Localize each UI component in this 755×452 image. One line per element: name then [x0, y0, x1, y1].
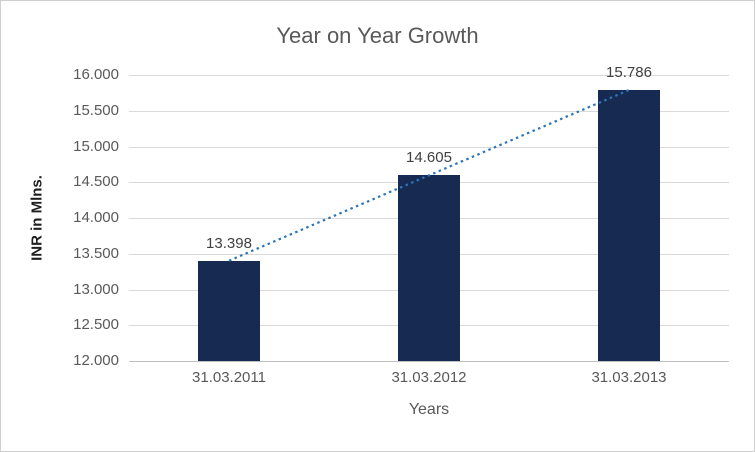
- y-tick-label: 16.000: [73, 66, 119, 83]
- y-tick-label: 15.500: [73, 102, 119, 119]
- y-tick-label: 12.000: [73, 352, 119, 369]
- gridline: [129, 147, 729, 148]
- x-tick-label: 31.03.2012: [391, 369, 467, 386]
- bar-data-label: 13.398: [206, 235, 252, 252]
- y-axis-title: INR in Mlns.: [28, 175, 46, 261]
- bar: [198, 261, 260, 361]
- x-tick-label: 31.03.2011: [192, 369, 266, 386]
- bar: [598, 90, 660, 361]
- bar-data-label: 15.786: [606, 64, 652, 81]
- y-tick-label: 14.000: [73, 209, 119, 226]
- y-tick-label: 13.000: [73, 281, 119, 298]
- x-tick-label: 31.03.2013: [591, 369, 667, 386]
- plot-area: 13.398 14.605 15.786: [129, 64, 729, 362]
- trendline: [228, 88, 630, 262]
- chart-title: Year on Year Growth: [276, 23, 479, 48]
- bar-data-label: 14.605: [406, 149, 452, 166]
- gridline: [129, 111, 729, 112]
- trendline-segment: [228, 88, 630, 262]
- x-axis-title: Years: [408, 401, 450, 418]
- y-tick-label: 12.500: [73, 316, 119, 333]
- y-tick-label: 15.000: [73, 138, 119, 155]
- y-tick-label: 13.500: [73, 245, 119, 262]
- gridline: [129, 75, 729, 76]
- y-tick-label: 14.500: [73, 173, 119, 190]
- bar: [398, 175, 460, 361]
